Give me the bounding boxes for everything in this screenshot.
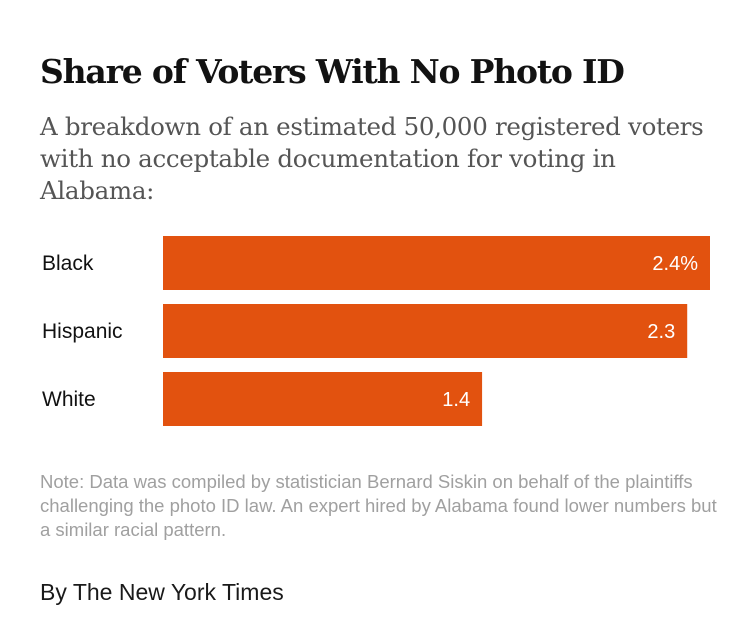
bar-white	[163, 372, 483, 426]
value-label-black: 2.4%	[652, 253, 698, 275]
category-label-hispanic: Hispanic	[42, 320, 123, 343]
chart-note: Note: Data was compiled by statistician …	[40, 471, 717, 540]
chart-subtitle: A breakdown of an estimated 50,000 regis…	[40, 112, 704, 205]
value-label-white: 1.4	[442, 389, 470, 411]
chart-title: Share of Voters With No Photo ID	[40, 52, 625, 91]
bar-hispanic	[163, 304, 688, 358]
credit-line: By The New York Times	[40, 579, 284, 605]
category-label-white: White	[42, 388, 96, 411]
bar-black	[163, 236, 710, 290]
value-label-hispanic: 2.3	[647, 321, 675, 343]
category-label-black: Black	[42, 252, 94, 275]
